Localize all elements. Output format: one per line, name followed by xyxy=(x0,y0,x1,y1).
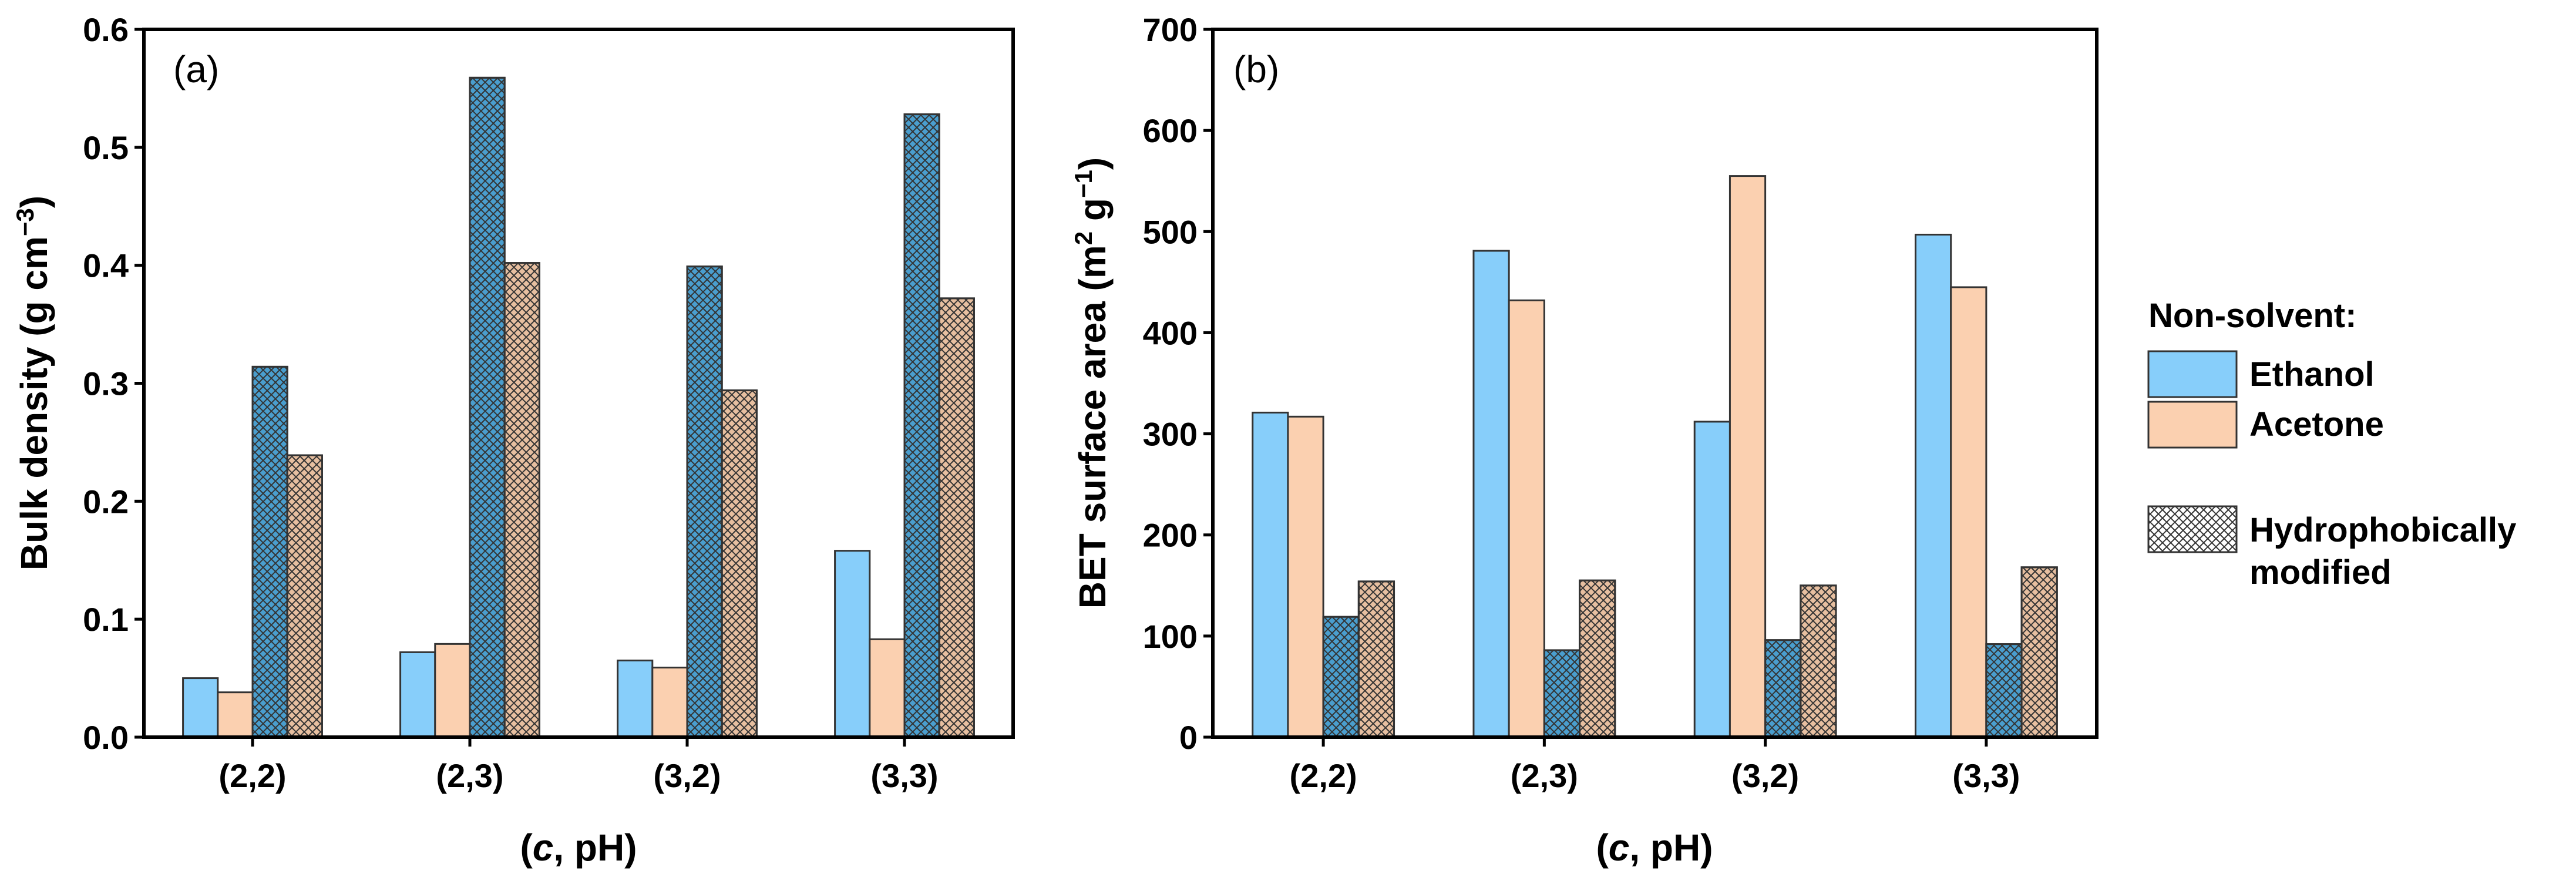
bar-a-ethanol-3 xyxy=(834,550,871,738)
bar-a-acetone-1 xyxy=(434,643,471,738)
bar-hatch-a-ethanol-hydrophobic-1 xyxy=(469,76,506,738)
panel-a-bulk-density-chart: 0.0 0.1 0.2 0.3 0.4 0.5 0.6 (2,2) (2,3) (3,2) (3,… xyxy=(11,11,1015,869)
bar-b-ethanol-0 xyxy=(1252,411,1289,738)
bar-hatch-b-acetone-hydrophobic-2 xyxy=(1800,584,1837,738)
x-axis-title-b: (c, pH) xyxy=(1596,826,1713,869)
y-tick-label-b-6: 600 xyxy=(1143,112,1198,149)
bars-b xyxy=(1252,175,2058,738)
bar-b-acetone-3 xyxy=(1950,286,1988,738)
bar-hatch-a-ethanol-hydrophobic-3 xyxy=(903,113,940,738)
bar-hatch-a-acetone-hydrophobic-2 xyxy=(721,389,758,738)
bar-hatch-b-ethanol-hydrophobic-0 xyxy=(1322,616,1360,738)
y-tick-label-a-4: 0.4 xyxy=(83,247,129,284)
y-tick-label-a-5: 0.5 xyxy=(83,129,129,166)
bar-b-ethanol-1 xyxy=(1472,250,1510,738)
legend-label-ethanol: Ethanol xyxy=(2249,355,2375,394)
bar-hatch-b-ethanol-hydrophobic-3 xyxy=(1985,643,2023,738)
x-tick-label-b-2: (3,2) xyxy=(1731,757,1799,794)
bar-b-acetone-2 xyxy=(1728,175,1767,738)
y-tick-label-a-2: 0.2 xyxy=(83,483,129,520)
legend-swatch-acetone xyxy=(2147,401,2238,449)
x-tick-label-b-0: (2,2) xyxy=(1290,757,1357,794)
bar-a-ethanol-0 xyxy=(182,677,219,738)
bar-a-acetone-0 xyxy=(217,691,254,738)
x-tick-label-a-0: (2,2) xyxy=(218,757,286,794)
x-tick-label-b-1: (2,3) xyxy=(1511,757,1578,794)
y-axis-ticks-a: 0.0 0.1 0.2 0.3 0.4 0.5 0.6 xyxy=(83,11,144,756)
legend-label-hydrophobically-modified: Hydrophobically modified xyxy=(2249,511,2516,591)
bar-hatch-b-ethanol-hydrophobic-2 xyxy=(1764,639,1802,738)
bar-hatch-a-ethanol-hydrophobic-0 xyxy=(251,365,288,738)
bar-hatch-b-acetone-hydrophobic-3 xyxy=(2020,566,2058,738)
x-tick-label-a-1: (2,3) xyxy=(436,757,503,794)
panel-b-bet-surface-area-chart: 0 100 200 300 400 500 600 700 (2,2) (2,3) (3,2) (3… xyxy=(1070,11,2099,869)
y-tick-label-b-7: 700 xyxy=(1143,11,1198,48)
x-tick-label-b-3: (3,3) xyxy=(1952,757,2020,794)
bar-a-acetone-3 xyxy=(869,638,906,738)
panel-label-a: (a) xyxy=(173,48,219,90)
y-tick-label-b-0: 0 xyxy=(1179,719,1198,756)
y-tick-label-a-3: 0.3 xyxy=(83,365,129,402)
x-axis-title-a: (c, pH) xyxy=(520,826,637,869)
plot-frame-a xyxy=(142,28,1015,739)
plot-frame-b xyxy=(1211,28,2099,739)
legend-swatch-ethanol xyxy=(2147,350,2238,398)
legend-title: Non-solvent: xyxy=(2148,297,2356,335)
bar-hatch-b-acetone-hydrophobic-0 xyxy=(1357,580,1395,738)
x-axis-ticks-a: (2,2) (2,3) (3,2) (3,3) xyxy=(218,737,939,794)
bar-hatch-a-acetone-hydrophobic-0 xyxy=(286,454,323,738)
y-tick-label-b-1: 100 xyxy=(1143,618,1198,655)
bar-b-ethanol-3 xyxy=(1914,233,1952,738)
bar-a-ethanol-2 xyxy=(617,659,654,738)
bar-a-ethanol-1 xyxy=(399,651,436,738)
y-tick-label-b-3: 300 xyxy=(1143,416,1198,453)
y-axis-title-a: Bulk density (g cm−3) xyxy=(11,196,56,570)
panel-label-b: (b) xyxy=(1233,48,1279,90)
bar-b-acetone-0 xyxy=(1287,415,1324,738)
y-tick-label-a-0: 0.0 xyxy=(83,719,129,756)
bar-hatch-a-acetone-hydrophobic-1 xyxy=(503,262,540,738)
bar-b-ethanol-2 xyxy=(1693,421,1731,738)
bars-a xyxy=(182,76,975,738)
bar-a-acetone-2 xyxy=(651,667,688,738)
legend: Non-solvent: Ethanol Acetone Hydrophobic… xyxy=(2147,297,2516,591)
x-tick-label-a-2: (3,2) xyxy=(653,757,721,794)
y-tick-label-a-1: 0.1 xyxy=(83,601,129,638)
y-tick-label-a-6: 0.6 xyxy=(83,11,129,48)
y-axis-ticks-b: 0 100 200 300 400 500 600 700 xyxy=(1143,11,1213,756)
y-tick-label-b-2: 200 xyxy=(1143,517,1198,554)
y-axis-title-b: BET surface area (m2 g−1) xyxy=(1070,157,1114,609)
y-tick-label-b-4: 400 xyxy=(1143,314,1198,351)
y-tick-label-b-5: 500 xyxy=(1143,213,1198,250)
bar-hatch-a-acetone-hydrophobic-3 xyxy=(938,297,975,738)
legend-swatch-hatch xyxy=(2147,505,2238,553)
x-tick-label-a-3: (3,3) xyxy=(870,757,938,794)
bar-hatch-a-ethanol-hydrophobic-2 xyxy=(686,265,723,738)
bar-b-acetone-1 xyxy=(1508,299,1545,738)
bar-hatch-b-acetone-hydrophobic-1 xyxy=(1579,579,1616,738)
legend-label-acetone: Acetone xyxy=(2249,405,2384,443)
bar-hatch-b-ethanol-hydrophobic-1 xyxy=(1543,649,1581,738)
x-axis-ticks-b: (2,2) (2,3) (3,2) (3,3) xyxy=(1290,737,2020,794)
